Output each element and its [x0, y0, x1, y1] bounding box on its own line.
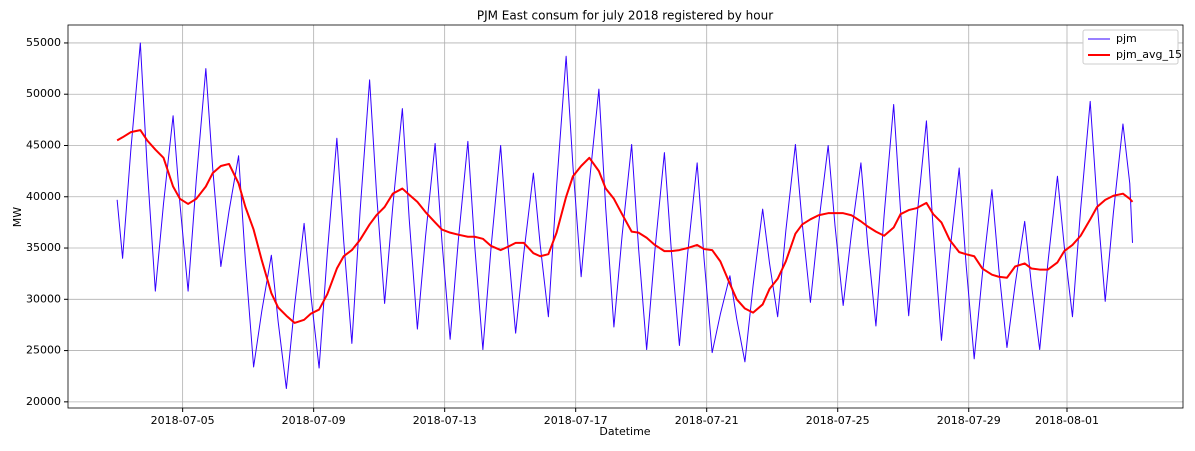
chart-title: PJM East consum for july 2018 registered… [477, 9, 773, 23]
y-axis-label: MW [11, 207, 24, 227]
x-tick-label: 2018-07-09 [282, 414, 346, 427]
legend-label: pjm [1116, 32, 1137, 45]
y-tick-label: 25000 [26, 344, 61, 357]
x-tick-label: 2018-08-01 [1035, 414, 1099, 427]
x-tick-label: 2018-07-13 [413, 414, 477, 427]
y-tick-label: 20000 [26, 395, 61, 408]
x-axis-label: Datetime [599, 425, 650, 438]
y-tick-label: 50000 [26, 87, 61, 100]
series-line [116, 129, 1134, 324]
y-tick-label: 30000 [26, 292, 61, 305]
y-tick-label: 55000 [26, 36, 61, 49]
y-tick-label: 35000 [26, 241, 61, 254]
y-tick-label: 45000 [26, 138, 61, 151]
x-tick-label: 2018-07-21 [675, 414, 739, 427]
plot-frame [67, 24, 1184, 409]
x-tick-label: 2018-07-29 [937, 414, 1001, 427]
y-tick-label: 40000 [26, 190, 61, 203]
x-tick-label: 2018-07-25 [806, 414, 870, 427]
series-line [116, 42, 1133, 390]
x-tick-label: 2018-07-17 [544, 414, 608, 427]
legend-label: pjm_avg_15 [1116, 48, 1182, 61]
legend: pjm pjm_avg_15 [1082, 29, 1182, 65]
x-tick-label: 2018-07-05 [151, 414, 215, 427]
